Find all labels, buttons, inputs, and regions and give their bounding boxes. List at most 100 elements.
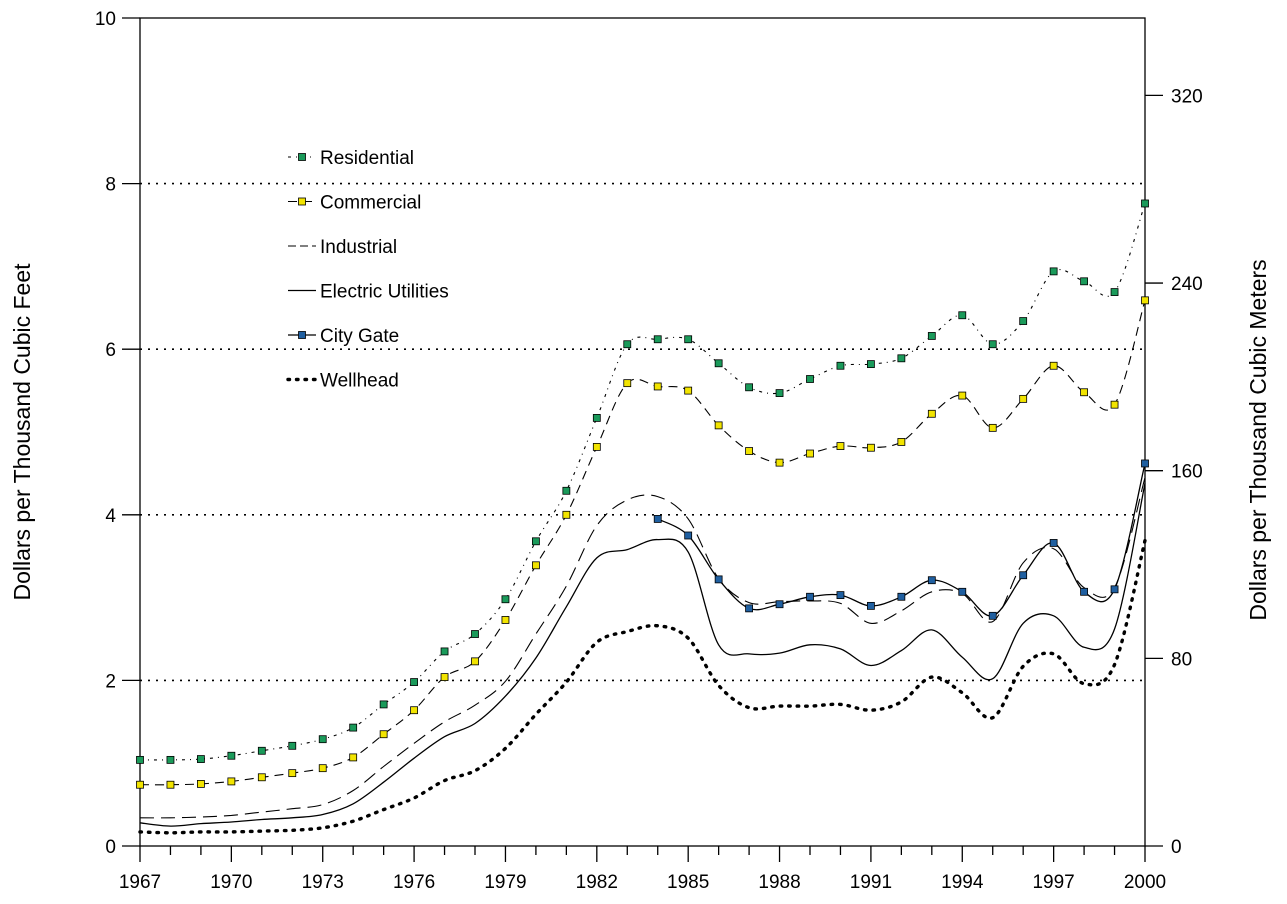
data-point-commercial	[958, 391, 967, 400]
data-point-residential	[166, 755, 175, 764]
legend-marker-city-gate	[298, 331, 306, 339]
y2-tick-label: 80	[1171, 649, 1192, 670]
data-point-residential	[440, 647, 449, 656]
data-point-residential	[684, 335, 693, 344]
data-point-commercial	[867, 443, 875, 452]
data-point-city-gate	[1141, 459, 1149, 468]
data-point-commercial	[684, 386, 693, 395]
data-point-city-gate	[653, 515, 662, 523]
data-point-residential	[653, 335, 662, 344]
y2-tick-label: 160	[1171, 462, 1203, 483]
data-point-commercial	[1080, 388, 1088, 397]
data-point-city-gate	[1080, 587, 1088, 596]
gridlines	[140, 182, 1145, 682]
data-point-city-gate	[806, 592, 814, 601]
series-group	[136, 199, 1149, 835]
data-point-commercial	[197, 780, 205, 788]
y2-tick-label: 320	[1171, 86, 1203, 107]
data-point-residential	[136, 755, 144, 764]
data-point-residential	[806, 375, 814, 383]
data-point-residential	[501, 595, 510, 604]
data-point-city-gate	[684, 531, 693, 540]
data-point-city-gate	[1049, 539, 1058, 547]
x-tick-label: 1973	[302, 872, 344, 893]
y-tick-label: 8	[105, 175, 116, 196]
data-point-city-gate	[775, 600, 784, 609]
data-point-commercial	[562, 510, 571, 519]
legend: Residential Commercial Industrial Electric …	[286, 148, 449, 392]
legend-label-city-gate: City Gate	[320, 326, 399, 347]
x-tick-label: 1979	[484, 872, 526, 893]
y2-tick-label: 0	[1171, 837, 1182, 858]
data-point-commercial	[136, 780, 144, 789]
y-tick-label: 4	[105, 506, 116, 527]
data-point-residential	[623, 340, 632, 349]
data-point-residential	[288, 741, 297, 750]
y-tick-label: 10	[95, 9, 116, 30]
data-point-residential	[1080, 277, 1088, 286]
data-point-city-gate	[1110, 585, 1119, 594]
x-tick-label: 1970	[210, 872, 252, 893]
data-point-commercial	[1141, 296, 1149, 305]
legend-marker-commercial	[298, 197, 306, 206]
data-point-commercial	[532, 561, 540, 570]
x-tick-label: 2000	[1124, 872, 1166, 893]
y-tick-label: 2	[105, 671, 116, 692]
data-point-commercial	[1110, 400, 1119, 409]
data-point-commercial	[745, 447, 753, 455]
legend-label-commercial: Commercial	[320, 193, 421, 214]
axes: 0 2 4 6 8 10 0 80 160 240 320 1967 1970 1973 1976 1979 1…	[95, 9, 1203, 893]
data-point-residential	[592, 414, 601, 422]
plot-frame	[139, 17, 1146, 847]
legend-label-residential: Residential	[320, 148, 414, 169]
x-tick-label: 1994	[941, 872, 984, 893]
data-point-residential	[1019, 317, 1028, 325]
data-point-residential	[227, 751, 236, 760]
data-point-residential	[714, 359, 723, 368]
x-tick-label: 1976	[393, 872, 435, 893]
data-point-city-gate	[958, 587, 967, 596]
data-point-residential	[318, 735, 327, 744]
data-point-commercial	[349, 753, 358, 762]
data-point-residential	[349, 723, 358, 732]
data-point-residential	[532, 537, 540, 546]
data-point-residential	[197, 755, 205, 763]
data-point-commercial	[318, 764, 327, 773]
data-point-commercial	[257, 773, 266, 782]
data-point-commercial	[897, 438, 906, 446]
data-point-residential	[257, 746, 266, 755]
data-point-residential	[867, 360, 875, 369]
data-point-residential	[1141, 199, 1149, 208]
data-point-city-gate	[1019, 571, 1028, 580]
x-tick-label: 1991	[850, 872, 892, 893]
data-point-commercial	[410, 706, 418, 715]
series-line-wellhead	[138, 538, 1147, 835]
data-point-residential	[836, 361, 845, 370]
x-tick-label: 1985	[667, 872, 709, 893]
data-point-residential	[1049, 267, 1058, 276]
y-tick-label: 6	[105, 340, 116, 361]
series-line-electric-utilities	[139, 483, 1146, 827]
data-point-commercial	[379, 730, 388, 739]
legend-label-electric-utilities: Electric Utilities	[320, 282, 449, 303]
y-tick-label: 0	[105, 837, 116, 858]
y2-axis-title: Dollars per Thousand Cubic Meters	[1245, 259, 1271, 620]
data-point-commercial	[623, 379, 632, 388]
data-point-residential	[471, 630, 479, 638]
y-axis-title: Dollars per Thousand Cubic Feet	[9, 263, 35, 601]
data-point-residential	[958, 311, 967, 320]
data-point-commercial	[288, 769, 297, 778]
data-point-residential	[410, 678, 418, 686]
data-point-commercial	[166, 780, 175, 789]
data-point-commercial	[714, 421, 723, 430]
legend-label-wellhead: Wellhead	[320, 371, 399, 392]
data-point-residential	[562, 486, 571, 495]
data-point-commercial	[927, 409, 936, 418]
data-point-residential	[1110, 288, 1119, 296]
series-line-residential	[139, 203, 1146, 761]
x-tick-label: 1982	[576, 872, 618, 893]
legend-marker-residential	[298, 153, 306, 161]
data-point-commercial	[1019, 394, 1028, 403]
data-point-residential	[988, 340, 997, 349]
data-point-city-gate	[927, 576, 936, 585]
